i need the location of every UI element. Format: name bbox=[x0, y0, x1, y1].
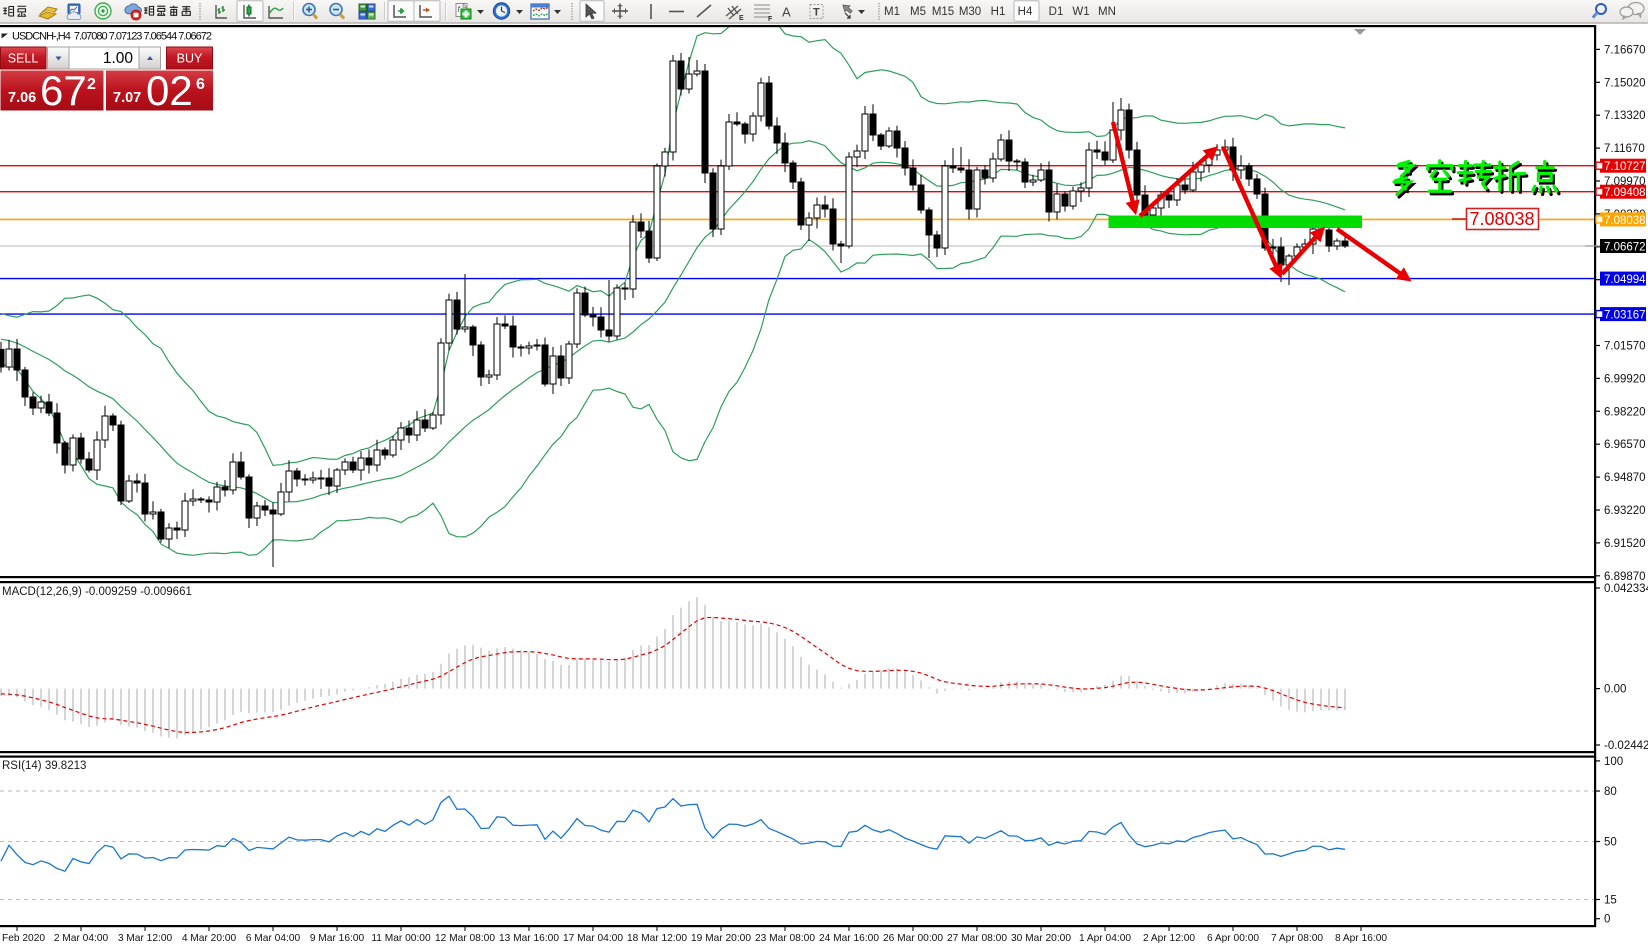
svg-text:7.11670: 7.11670 bbox=[1604, 143, 1645, 155]
svg-text:M1: M1 bbox=[884, 6, 900, 18]
svg-text:W1: W1 bbox=[1072, 6, 1089, 18]
svg-text:7.10727: 7.10727 bbox=[1604, 161, 1646, 173]
svg-text:f: f bbox=[458, 5, 461, 14]
svg-text:BUY: BUY bbox=[177, 52, 203, 66]
svg-text:30 Mar 20:00: 30 Mar 20:00 bbox=[1011, 933, 1071, 944]
svg-text:1.00: 1.00 bbox=[103, 50, 134, 67]
svg-text:-0.02442: -0.02442 bbox=[1604, 740, 1648, 752]
svg-text:6.96570: 6.96570 bbox=[1604, 439, 1646, 451]
svg-text:13 Mar 16:00: 13 Mar 16:00 bbox=[499, 933, 559, 944]
svg-text:6.89870: 6.89870 bbox=[1604, 571, 1646, 583]
svg-text:7.01570: 7.01570 bbox=[1604, 341, 1646, 353]
svg-text:8 Apr 16:00: 8 Apr 16:00 bbox=[1335, 933, 1387, 944]
svg-text:7.13320: 7.13320 bbox=[1604, 110, 1646, 122]
svg-text:67: 67 bbox=[40, 67, 87, 114]
svg-text:H4: H4 bbox=[1018, 6, 1033, 18]
svg-text:2 Mar 04:00: 2 Mar 04:00 bbox=[54, 933, 109, 944]
svg-text:F: F bbox=[768, 16, 773, 23]
svg-text:7.03167: 7.03167 bbox=[1604, 310, 1646, 322]
svg-text:0: 0 bbox=[1604, 914, 1610, 926]
svg-text:6.98220: 6.98220 bbox=[1604, 406, 1646, 418]
svg-text:7.06: 7.06 bbox=[8, 90, 36, 106]
svg-text:7.07: 7.07 bbox=[113, 90, 141, 106]
svg-text:Feb 2020: Feb 2020 bbox=[2, 933, 45, 944]
svg-text:7.15020: 7.15020 bbox=[1604, 77, 1646, 89]
svg-text:7.04994: 7.04994 bbox=[1604, 274, 1646, 286]
svg-text:M5: M5 bbox=[910, 6, 926, 18]
svg-text:0.042334: 0.042334 bbox=[1604, 583, 1648, 595]
svg-text:SELL: SELL bbox=[8, 52, 39, 66]
svg-text:12 Mar 08:00: 12 Mar 08:00 bbox=[435, 933, 495, 944]
svg-text:1 Apr 04:00: 1 Apr 04:00 bbox=[1079, 933, 1131, 944]
svg-text:M30: M30 bbox=[959, 6, 981, 18]
svg-text:50: 50 bbox=[1604, 837, 1617, 849]
svg-text:7.08038: 7.08038 bbox=[1604, 215, 1646, 227]
svg-text:24 Mar 16:00: 24 Mar 16:00 bbox=[819, 933, 879, 944]
svg-text:19 Mar 20:00: 19 Mar 20:00 bbox=[691, 933, 751, 944]
svg-text:7 Apr 08:00: 7 Apr 08:00 bbox=[1271, 933, 1323, 944]
svg-text:D1: D1 bbox=[1049, 6, 1064, 18]
svg-text:0.00: 0.00 bbox=[1604, 684, 1626, 696]
svg-text:MN: MN bbox=[1098, 6, 1116, 18]
svg-text:27 Mar 08:00: 27 Mar 08:00 bbox=[947, 933, 1007, 944]
svg-text:26 Mar 00:00: 26 Mar 00:00 bbox=[883, 933, 943, 944]
svg-text:02: 02 bbox=[146, 67, 193, 114]
svg-text:H1: H1 bbox=[991, 6, 1006, 18]
svg-text:15: 15 bbox=[1604, 895, 1617, 907]
svg-text:6 Mar 04:00: 6 Mar 04:00 bbox=[246, 933, 301, 944]
svg-text:6.99920: 6.99920 bbox=[1604, 373, 1646, 385]
svg-text:4 Mar 20:00: 4 Mar 20:00 bbox=[182, 933, 237, 944]
svg-text:MACD(12,26,9) -0.009259 -0.009: MACD(12,26,9) -0.009259 -0.009661 bbox=[2, 586, 192, 598]
svg-text:9 Mar 16:00: 9 Mar 16:00 bbox=[310, 933, 365, 944]
svg-text:80: 80 bbox=[1604, 786, 1617, 798]
svg-text:3 Mar 12:00: 3 Mar 12:00 bbox=[118, 933, 173, 944]
svg-text:2 Apr 12:00: 2 Apr 12:00 bbox=[1143, 933, 1195, 944]
svg-text:M15: M15 bbox=[932, 6, 954, 18]
svg-text:RSI(14) 39.8213: RSI(14) 39.8213 bbox=[2, 760, 86, 772]
svg-text:17 Mar 04:00: 17 Mar 04:00 bbox=[563, 933, 623, 944]
svg-text:6: 6 bbox=[196, 76, 205, 93]
svg-text:7.08038: 7.08038 bbox=[1469, 209, 1534, 229]
svg-text:6.91520: 6.91520 bbox=[1604, 538, 1646, 550]
svg-text:6.94870: 6.94870 bbox=[1604, 472, 1646, 484]
svg-text:2: 2 bbox=[87, 76, 96, 93]
svg-text:E: E bbox=[739, 15, 744, 22]
svg-text:7.06672: 7.06672 bbox=[1604, 242, 1646, 254]
svg-text:23 Mar 08:00: 23 Mar 08:00 bbox=[755, 933, 815, 944]
svg-text:USDCNH-,H4 7.07080 7.07123 7.: USDCNH-,H4 7.07080 7.07123 7.06544 7.066… bbox=[12, 31, 212, 43]
svg-text:T: T bbox=[813, 7, 820, 19]
svg-text:18 Mar 12:00: 18 Mar 12:00 bbox=[627, 933, 687, 944]
svg-text:100: 100 bbox=[1604, 756, 1623, 768]
svg-text:6 Apr 00:00: 6 Apr 00:00 bbox=[1207, 933, 1259, 944]
svg-text:7.16670: 7.16670 bbox=[1604, 44, 1646, 56]
svg-text:7.09408: 7.09408 bbox=[1604, 187, 1646, 199]
svg-text:6.93220: 6.93220 bbox=[1604, 505, 1646, 517]
svg-text:11 Mar 00:00: 11 Mar 00:00 bbox=[371, 933, 431, 944]
svg-text:A: A bbox=[782, 5, 791, 20]
